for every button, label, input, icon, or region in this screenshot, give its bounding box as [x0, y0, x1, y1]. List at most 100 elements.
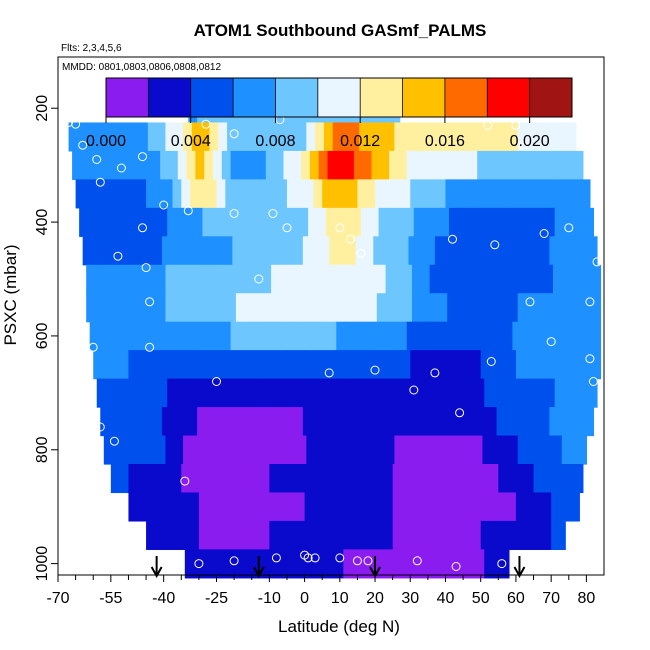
- y-tick-label: 800: [34, 436, 51, 463]
- heatmap-cell: [198, 350, 209, 380]
- sample-point: [345, 234, 355, 244]
- heatmap-cell: [484, 378, 494, 408]
- heatmap-cell: [454, 520, 464, 550]
- heatmap-cell: [471, 179, 482, 209]
- heatmap-cell: [475, 207, 485, 237]
- heatmap-cell: [165, 264, 175, 294]
- heatmap-cell: [154, 492, 165, 522]
- heatmap-cell: [491, 293, 501, 323]
- heatmap-cell: [336, 321, 346, 351]
- heatmap-cell: [471, 464, 482, 494]
- heatmap-cell: [242, 520, 253, 550]
- heatmap-cell: [396, 549, 406, 579]
- heatmap-cell: [572, 378, 582, 408]
- heatmap-cell: [278, 520, 288, 550]
- heatmap-cell: [235, 122, 246, 152]
- heatmap-cell: [154, 179, 165, 209]
- sample-point: [525, 297, 535, 307]
- heatmap-cell: [582, 321, 593, 351]
- heatmap-cell: [193, 378, 204, 408]
- heatmap-cell: [581, 378, 591, 408]
- heatmap-cell: [242, 179, 253, 209]
- heatmap-cell: [383, 464, 394, 494]
- heatmap-cell: [198, 520, 209, 550]
- heatmap-cell: [431, 378, 441, 408]
- heatmap-cell: [315, 122, 325, 152]
- heatmap-cell: [183, 122, 193, 152]
- heatmap-cell: [445, 464, 455, 494]
- heatmap-cell: [174, 435, 184, 465]
- heatmap-cell: [547, 321, 558, 351]
- heatmap-cell: [334, 549, 344, 579]
- heatmap-cell: [501, 207, 512, 237]
- heatmap-cell: [345, 150, 355, 180]
- heatmap-cell: [68, 122, 78, 152]
- heatmap-cell: [144, 236, 154, 266]
- heatmap-cell: [93, 179, 103, 209]
- sample-point: [194, 559, 204, 569]
- sample-point: [585, 297, 595, 307]
- heatmap-cell: [323, 293, 334, 323]
- sample-point: [183, 206, 193, 216]
- sample-point: [113, 251, 123, 261]
- heatmap-cell: [128, 464, 138, 494]
- heatmap-cell: [308, 378, 318, 408]
- heatmap-cell: [343, 378, 353, 408]
- heatmap-cell: [366, 179, 376, 209]
- heatmap-cell: [480, 520, 491, 550]
- heatmap-cell: [286, 520, 297, 550]
- heatmap-cell: [394, 293, 404, 323]
- heatmap-cell: [191, 264, 202, 294]
- heatmap-cell: [341, 264, 351, 294]
- heatmap-cell: [242, 350, 253, 380]
- heatmap-cell: [146, 492, 156, 522]
- heatmap-cell: [415, 321, 425, 351]
- heatmap-cell: [241, 236, 251, 266]
- heatmap-cell: [181, 350, 191, 380]
- heatmap-cell: [286, 492, 297, 522]
- heatmap-cell: [255, 378, 265, 408]
- heatmap-cell: [362, 150, 373, 180]
- heatmap-cell: [364, 407, 374, 437]
- heatmap-cell: [235, 293, 246, 323]
- heatmap-cell: [156, 293, 167, 323]
- heatmap-cell: [278, 492, 288, 522]
- heatmap-cell: [357, 492, 367, 522]
- heatmap-cell: [184, 207, 195, 237]
- heatmap-cell: [568, 464, 579, 494]
- heatmap-cell: [198, 179, 209, 209]
- heatmap-cell: [334, 207, 344, 237]
- heatmap-cell: [140, 207, 151, 237]
- heatmap-cell: [124, 150, 135, 180]
- heatmap-cell: [410, 179, 420, 209]
- heatmap-cell: [429, 435, 440, 465]
- heatmap-cell: [82, 236, 93, 266]
- heatmap-cell: [228, 549, 239, 579]
- heatmap-cell: [378, 549, 388, 579]
- heatmap-cell: [538, 150, 549, 180]
- heatmap-cell: [366, 520, 376, 550]
- heatmap-cell: [542, 179, 552, 209]
- heatmap-cell: [359, 435, 369, 465]
- heatmap-cell: [121, 264, 131, 294]
- heatmap-cell: [188, 407, 198, 437]
- heatmap-cell: [419, 492, 429, 522]
- heatmap-cell: [570, 435, 580, 465]
- heatmap-cell: [313, 464, 323, 494]
- heatmap-cell: [190, 350, 200, 380]
- heatmap-cell: [327, 150, 337, 180]
- heatmap-cell: [190, 520, 200, 550]
- heatmap-cell: [242, 464, 253, 494]
- heatmap-cell: [422, 549, 432, 579]
- heatmap-cell: [477, 321, 487, 351]
- heatmap-cell: [420, 435, 431, 465]
- heatmap-cell: [279, 264, 290, 294]
- plot-frame: [57, 56, 605, 576]
- heatmap-cell: [142, 150, 152, 180]
- sample-point: [254, 274, 264, 284]
- heatmap-cell: [329, 407, 339, 437]
- heatmap-cell: [440, 549, 450, 579]
- heatmap-cell: [426, 236, 436, 266]
- heatmap-cell: [559, 179, 570, 209]
- heatmap-cell: [271, 264, 281, 294]
